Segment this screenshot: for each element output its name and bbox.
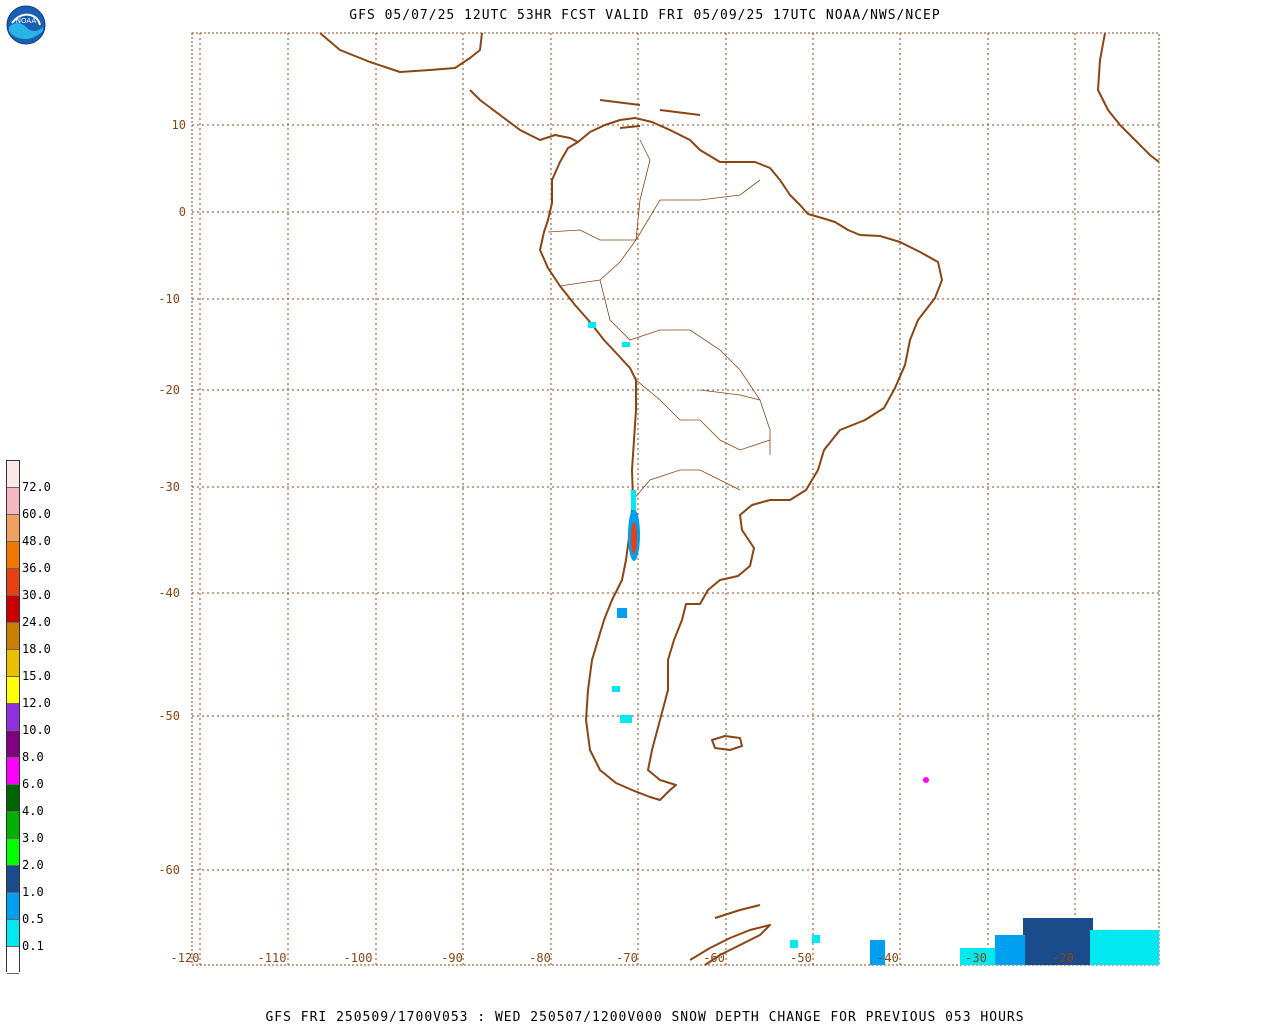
snow-patch-patagonia-south [620, 715, 632, 723]
lat-label: -30 [158, 480, 180, 494]
snow-patch-bolivia [622, 342, 630, 347]
lat-label: 10 [172, 118, 186, 132]
snow-depth-shading [588, 322, 1159, 965]
snow-patch-antarctic-4 [1090, 930, 1159, 965]
legend-color-swatch [7, 839, 19, 866]
legend-label: 0.5 [22, 912, 44, 926]
legend-color-swatch [7, 515, 19, 542]
legend-color-swatch [7, 920, 19, 947]
legend-color-swatch [7, 812, 19, 839]
noaa-logo: NOAA [6, 5, 46, 45]
legend-color-swatch [7, 704, 19, 731]
legend-label: 15.0 [22, 669, 51, 683]
legend-color-swatch [7, 461, 19, 488]
longitude-labels: -120 -110 -100 -90 -80 -70 -60 -50 -40 -… [171, 951, 1074, 965]
legend-colorbar [6, 460, 20, 974]
legend-color-swatch [7, 893, 19, 920]
legend-label: 12.0 [22, 696, 51, 710]
legend-color-swatch [7, 542, 19, 569]
lat-label: -20 [158, 383, 180, 397]
legend-label: 36.0 [22, 561, 51, 575]
snow-patch-andes-core [631, 522, 637, 554]
legend-label: 2.0 [22, 858, 44, 872]
snow-patch-antarctic-3 [995, 935, 1025, 965]
lon-label: -50 [790, 951, 812, 965]
map-footer: GFS FRI 250509/1700V053 : WED 250507/120… [265, 1010, 1025, 1025]
legend-label: 30.0 [22, 588, 51, 602]
lat-label: -50 [158, 709, 180, 723]
legend-label: 6.0 [22, 777, 44, 791]
country-borders [547, 139, 771, 501]
snow-patch-antarctic-7 [812, 935, 820, 943]
legend-color-swatch [7, 947, 19, 974]
legend-label: 4.0 [22, 804, 44, 818]
snow-patch-antarctic-1 [870, 940, 885, 965]
antarctic-peninsula [689, 924, 771, 966]
africa-outline [1097, 32, 1160, 163]
legend-label: 60.0 [22, 507, 51, 521]
snow-patch-patagonia-mid [612, 686, 620, 692]
snow-patch-antarctic-2 [1023, 918, 1093, 965]
legend-color-swatch [7, 731, 19, 758]
lat-label: -60 [158, 863, 180, 877]
legend-label: 0.1 [22, 939, 44, 953]
snow-patch-south-georgia [923, 777, 929, 783]
lon-label: -120 [171, 951, 200, 965]
legend-color-swatch [7, 488, 19, 515]
legend-color-swatch [7, 623, 19, 650]
map-frame [191, 32, 1160, 966]
south-shetland-islands [714, 904, 761, 919]
latitude-labels: 10 0 -10 -20 -30 -40 -50 -60 [158, 118, 186, 877]
legend-label: 3.0 [22, 831, 44, 845]
legend-label: 1.0 [22, 885, 44, 899]
svg-text:NOAA: NOAA [16, 17, 37, 25]
legend-color-swatch [7, 677, 19, 704]
legend-label: 24.0 [22, 615, 51, 629]
legend-label: 72.0 [22, 480, 51, 494]
legend-label: 8.0 [22, 750, 44, 764]
legend-color-swatch [7, 758, 19, 785]
legend-color-swatch [7, 785, 19, 812]
lat-label: 0 [179, 205, 186, 219]
snow-patch-andes-north [631, 490, 636, 510]
latitude-gridlines [192, 124, 1159, 871]
lon-label: -80 [529, 951, 551, 965]
map-canvas: 10 0 -10 -20 -30 -40 -50 -60 -120 -110 -… [158, 32, 1160, 966]
south-america-outline [539, 117, 943, 801]
lon-label: -60 [703, 951, 725, 965]
central-america-outline [319, 32, 579, 143]
lat-label: -10 [158, 292, 180, 306]
legend-label: 48.0 [22, 534, 51, 548]
lon-label: -70 [616, 951, 638, 965]
legend-color-swatch [7, 650, 19, 677]
legend-label: 10.0 [22, 723, 51, 737]
lon-label: -100 [344, 951, 373, 965]
lat-label: -40 [158, 586, 180, 600]
lon-label: -40 [877, 951, 899, 965]
snow-patch-peru [588, 322, 596, 328]
map-title: GFS 05/07/25 12UTC 53HR FCST VALID FRI 0… [349, 8, 941, 23]
legend-color-swatch [7, 866, 19, 893]
falkland-islands [711, 735, 743, 751]
snow-patch-antarctic-6 [790, 940, 798, 948]
lon-label: -20 [1052, 951, 1074, 965]
snow-patch-patagonia-north [617, 608, 627, 618]
legend-color-swatch [7, 569, 19, 596]
longitude-gridlines [199, 33, 1076, 965]
lon-label: -30 [965, 951, 987, 965]
legend-label: 18.0 [22, 642, 51, 656]
lon-label: -110 [258, 951, 287, 965]
legend-color-swatch [7, 596, 19, 623]
coastline [319, 32, 1160, 966]
snow-patch-antarctic-5 [960, 948, 995, 965]
lon-label: -90 [441, 951, 463, 965]
caribbean-islands [599, 99, 701, 129]
